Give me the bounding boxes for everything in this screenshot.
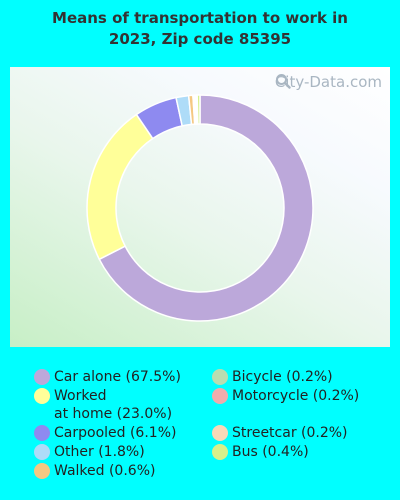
- legend-label-line-1: Carpooled (6.1%): [54, 425, 177, 441]
- legend-label-line-1: Worked: [54, 388, 107, 404]
- legend-label-line-1: Walked (0.6%): [54, 463, 156, 479]
- legend-label-line-1: Bus (0.4%): [232, 444, 309, 460]
- legend: Car alone (67.5%) Worked at home (23.0%) Ca…: [34, 368, 394, 488]
- legend-swatch: [212, 425, 228, 441]
- plot-area: City-Data.com: [10, 67, 390, 347]
- watermark-text: City-Data.com: [274, 73, 382, 91]
- legend-swatch: [212, 369, 228, 385]
- legend-label: Other (1.8%): [54, 443, 145, 461]
- legend-label: Walked (0.6%): [54, 462, 155, 480]
- legend-label: Carpooled (6.1%): [54, 424, 176, 442]
- legend-swatch: [34, 463, 50, 479]
- legend-label-line-1: Bicycle (0.2%): [232, 369, 333, 385]
- chart-title-line-2: 2023, Zip code 85395: [108, 30, 292, 48]
- chart-title-line-1: Means of transportation to work in: [52, 9, 348, 27]
- legend-label: Streetcar (0.2%): [232, 424, 348, 442]
- legend-label: Worked at home (23.0%): [54, 387, 172, 423]
- legend-label-line-1: Streetcar (0.2%): [232, 425, 348, 441]
- donut-slice-bus: [196, 94, 201, 125]
- legend-swatch: [34, 388, 50, 404]
- legend-label: Bus (0.4%): [232, 443, 309, 461]
- donut-slice-car-alone: [98, 94, 314, 322]
- donut-chart: [86, 94, 314, 322]
- watermark: City-Data.com: [275, 73, 382, 91]
- legend-swatch: [34, 425, 50, 441]
- legend-label-line-1: Car alone (67.5%): [54, 369, 181, 385]
- chart-title: Means of transportation to work in 2023,…: [0, 8, 400, 50]
- legend-swatch: [34, 444, 50, 460]
- legend-label-line-1: Other (1.8%): [54, 444, 145, 460]
- legend-label-line-2: at home (23.0%): [54, 406, 173, 422]
- legend-label-line-1: Motorcycle (0.2%): [232, 388, 360, 404]
- legend-label: Car alone (67.5%): [54, 368, 181, 386]
- magnifier-icon: [275, 74, 291, 89]
- legend-label: Motorcycle (0.2%): [232, 387, 359, 405]
- donut-slice-worked-at-home: [86, 113, 154, 261]
- legend-swatch: [212, 444, 228, 460]
- legend-swatch: [34, 369, 50, 385]
- legend-swatch: [212, 388, 228, 404]
- legend-label: Bicycle (0.2%): [232, 368, 333, 386]
